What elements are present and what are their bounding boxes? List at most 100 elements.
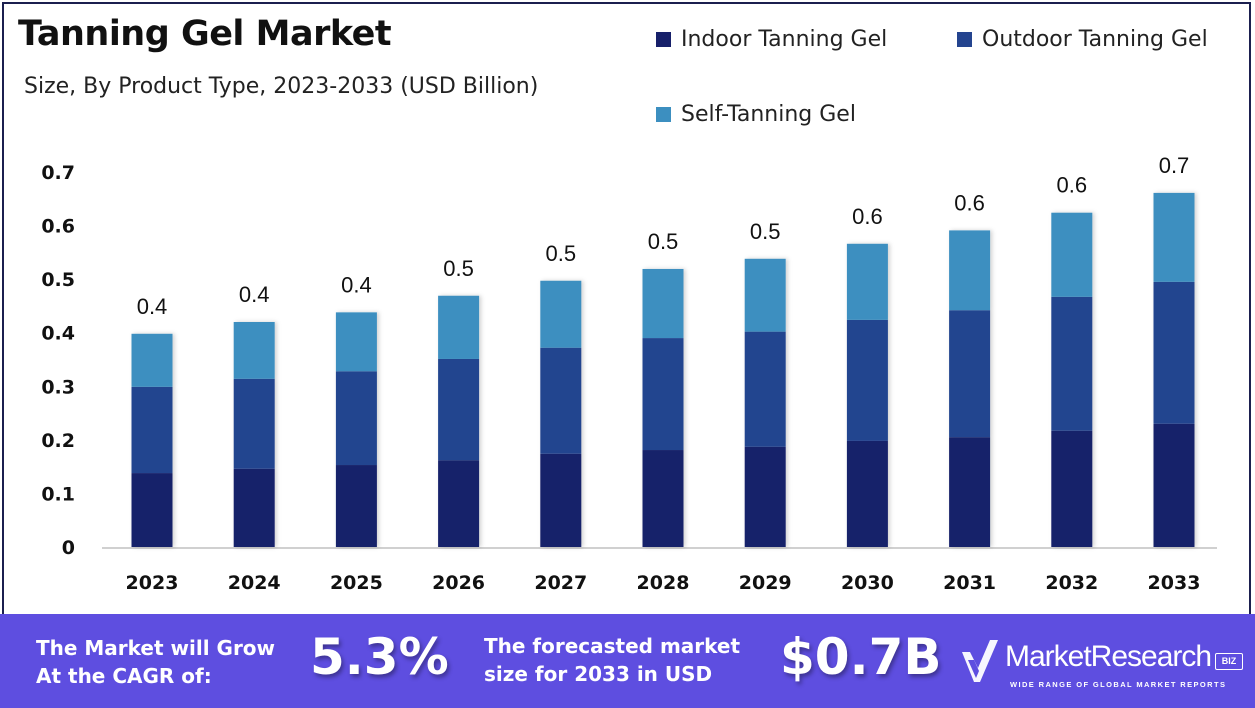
x-tick-label: 2024 bbox=[228, 572, 281, 594]
bar-stack-2029 bbox=[744, 258, 786, 547]
bar-total-label: 0.4 bbox=[341, 272, 372, 297]
chart-subtitle: Size, By Product Type, 2023-2033 (USD Bi… bbox=[24, 74, 539, 99]
y-tick-label: 0.3 bbox=[41, 376, 75, 398]
legend-label-outdoor: Outdoor Tanning Gel bbox=[982, 27, 1208, 52]
bar-segment-indoor bbox=[744, 446, 786, 547]
bar-total-label: 0.5 bbox=[648, 229, 679, 254]
x-tick-label: 2023 bbox=[126, 572, 179, 594]
bar-total-label: 0.5 bbox=[443, 256, 474, 281]
bar-segment-outdoor bbox=[540, 347, 582, 454]
y-tick-label: 0.6 bbox=[41, 216, 75, 238]
y-tick-label: 0.7 bbox=[41, 162, 75, 184]
bar-stack-2024 bbox=[233, 322, 275, 547]
bar-total-label: 0.4 bbox=[137, 294, 168, 319]
bar-segment-self-tanning bbox=[642, 268, 684, 339]
chart-frame bbox=[2, 2, 1251, 662]
bar-segment-indoor bbox=[846, 440, 888, 547]
chart-title: Tanning Gel Market bbox=[18, 14, 392, 54]
x-tick-label: 2029 bbox=[739, 572, 792, 594]
bar-segment-self-tanning bbox=[1051, 212, 1093, 297]
bar-total-label: 0.6 bbox=[954, 190, 985, 215]
bar-total-label: 0.4 bbox=[239, 282, 270, 307]
stacked-bar-chart: 00.10.20.30.40.50.60.7 0.4 0.4 0.40.50.5 0.… bbox=[41, 153, 1217, 594]
bar-total-label: 0.5 bbox=[546, 241, 577, 266]
bar-segment-outdoor bbox=[744, 331, 786, 447]
bar-segment-self-tanning bbox=[131, 333, 173, 387]
bar-segment-outdoor bbox=[131, 386, 173, 474]
forecast-value: $0.7B bbox=[780, 628, 942, 686]
footer-band bbox=[0, 614, 1255, 708]
bar-segment-self-tanning bbox=[846, 243, 888, 320]
forecast-label: The forecasted market size for 2033 in U… bbox=[484, 632, 740, 688]
forecast-label-line1: The forecasted market bbox=[484, 634, 741, 658]
bar-segment-self-tanning bbox=[438, 295, 480, 359]
bar-total-label: 0.7 bbox=[1159, 153, 1190, 178]
bar-stack-2028 bbox=[642, 268, 684, 547]
y-tick-label: 0.1 bbox=[41, 483, 75, 505]
legend-swatch-outdoor bbox=[957, 32, 972, 47]
x-tick-label: 2026 bbox=[432, 572, 485, 594]
bar-stack-2030 bbox=[846, 243, 888, 547]
cagr-value: 5.3% bbox=[310, 628, 449, 686]
bar-total-label: 0.6 bbox=[1057, 173, 1088, 198]
x-tick-label: 2032 bbox=[1045, 572, 1098, 594]
legend-label-self: Self-Tanning Gel bbox=[681, 102, 856, 127]
legend-item-self: Self-Tanning Gel bbox=[656, 102, 856, 127]
bar-segment-indoor bbox=[642, 450, 684, 547]
bar-total-label: 0.5 bbox=[750, 219, 781, 244]
logo-check-icon bbox=[962, 640, 998, 682]
y-tick-label: 0 bbox=[62, 537, 75, 559]
bar-segment-outdoor bbox=[233, 378, 275, 469]
bar-segment-self-tanning bbox=[233, 322, 275, 379]
bar-segment-indoor bbox=[131, 473, 173, 547]
cagr-label-line1: The Market will Grow bbox=[36, 636, 276, 660]
legend-swatch-indoor bbox=[656, 32, 671, 47]
legend-item-outdoor: Outdoor Tanning Gel bbox=[957, 27, 1208, 52]
bar-segment-indoor bbox=[233, 468, 275, 547]
bar-stack-2023 bbox=[131, 333, 173, 547]
bar-stack-2032 bbox=[1051, 212, 1093, 547]
forecast-label-line2: size for 2033 in USD bbox=[484, 662, 713, 686]
legend-item-indoor: Indoor Tanning Gel bbox=[656, 27, 887, 52]
logo-name: MarketResearch bbox=[1005, 640, 1212, 673]
bar-stack-2026 bbox=[438, 295, 480, 547]
legend-swatch-self bbox=[656, 107, 671, 122]
bar-total-label: 0.6 bbox=[852, 204, 883, 229]
bar-segment-outdoor bbox=[949, 310, 991, 438]
bar-segment-indoor bbox=[438, 460, 480, 547]
bar-segment-indoor bbox=[1153, 423, 1195, 547]
bar-stack-2025 bbox=[335, 312, 377, 547]
bar-segment-indoor bbox=[335, 465, 377, 547]
y-tick-label: 0.2 bbox=[41, 430, 75, 452]
bar-segment-indoor bbox=[1051, 430, 1093, 547]
x-tick-label: 2030 bbox=[841, 572, 894, 594]
bar-segment-self-tanning bbox=[1153, 192, 1195, 282]
bar-segment-outdoor bbox=[1153, 281, 1195, 424]
bar-segment-self-tanning bbox=[744, 258, 786, 332]
x-tick-label: 2028 bbox=[637, 572, 690, 594]
bar-segment-outdoor bbox=[438, 358, 480, 461]
bar-stack-2027 bbox=[540, 280, 582, 547]
y-tick-label: 0.4 bbox=[41, 323, 75, 345]
bar-segment-outdoor bbox=[1051, 296, 1093, 431]
x-tick-label: 2033 bbox=[1148, 572, 1201, 594]
bar-stack-2031 bbox=[949, 230, 991, 547]
bar-segment-self-tanning bbox=[540, 280, 582, 348]
cagr-label: The Market will Grow At the CAGR of: bbox=[36, 634, 275, 690]
logo-tagline: WIDE RANGE OF GLOBAL MARKET REPORTS bbox=[1010, 680, 1227, 689]
bar-segment-outdoor bbox=[642, 338, 684, 451]
cagr-label-line2: At the CAGR of: bbox=[36, 664, 212, 688]
y-tick-label: 0.5 bbox=[41, 269, 75, 291]
bar-segment-outdoor bbox=[335, 371, 377, 466]
bars: 0.4 0.4 0.4 0.5 0.5 0.5 0.5 0.6 0.6 0.6 0.7 bbox=[131, 153, 1195, 547]
bar-segment-self-tanning bbox=[949, 230, 991, 311]
y-axis: 0 0.1 0.2 0.3 0.4 0.5 0.6 0.7 bbox=[41, 162, 75, 559]
bar-segment-indoor bbox=[949, 437, 991, 547]
legend-label-indoor: Indoor Tanning Gel bbox=[681, 27, 888, 52]
x-axis: 2023 2024 2025 2026 2027 2028 2029 2030 2031 2032… bbox=[126, 572, 1201, 594]
bar-segment-self-tanning bbox=[335, 312, 377, 372]
bar-stack-2033 bbox=[1153, 192, 1195, 547]
x-tick-label: 2025 bbox=[330, 572, 383, 594]
x-tick-label: 2027 bbox=[534, 572, 587, 594]
bar-segment-indoor bbox=[540, 453, 582, 547]
